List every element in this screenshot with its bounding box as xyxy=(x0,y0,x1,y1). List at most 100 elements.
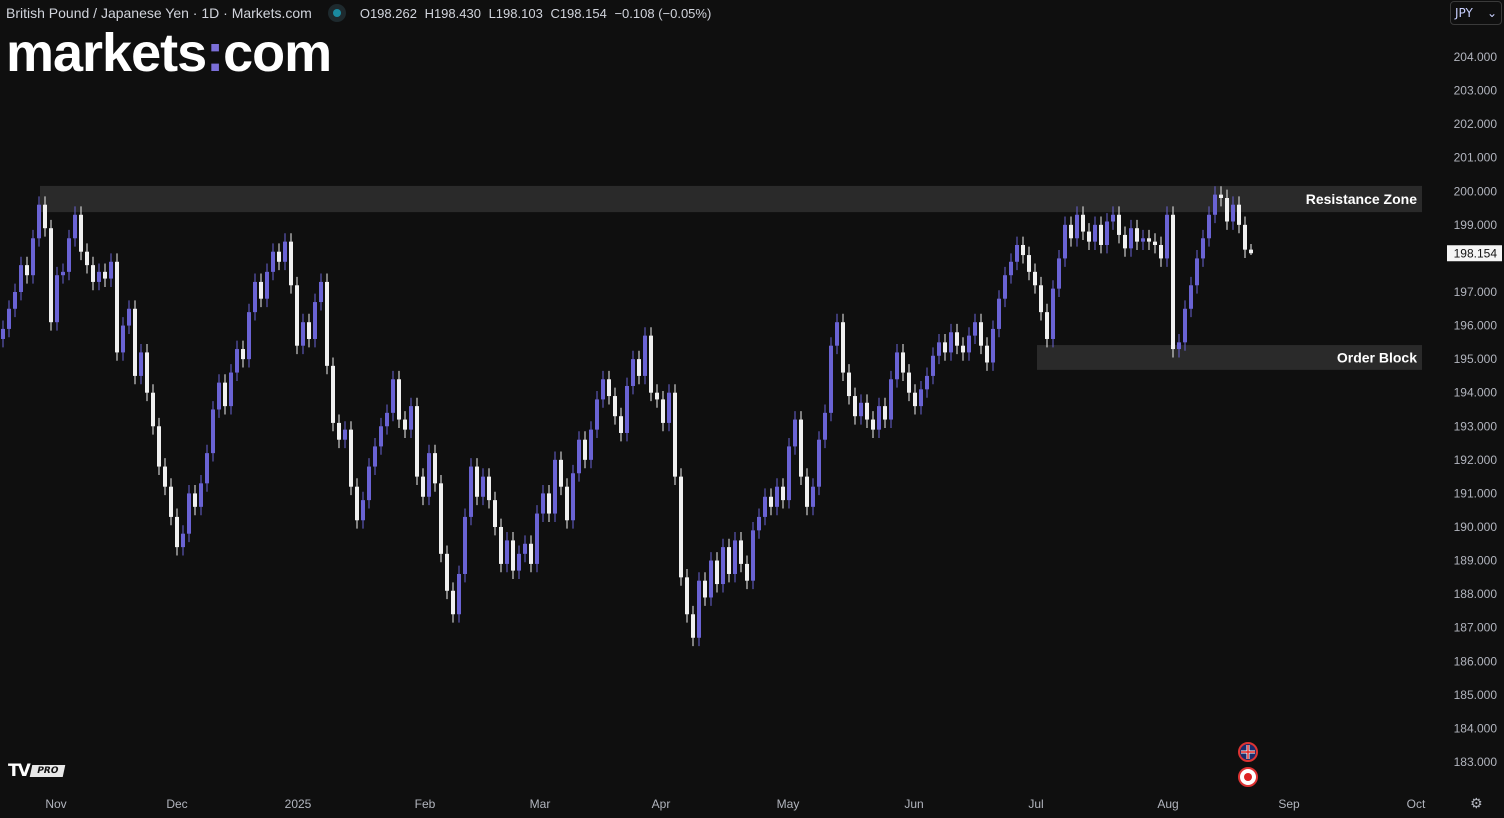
candle-body xyxy=(709,560,713,598)
candle-body xyxy=(877,406,881,430)
candle-body xyxy=(679,476,683,578)
candle-body xyxy=(223,382,227,407)
candle-body xyxy=(265,271,269,299)
candle-body xyxy=(547,493,551,514)
candle-body xyxy=(661,399,665,423)
change-value: −0.108 (−0.05%) xyxy=(614,5,712,21)
candle-body xyxy=(1027,255,1031,272)
price-tick-label: 195.000 xyxy=(1454,352,1498,366)
time-tick-label: Apr xyxy=(652,797,671,811)
candle-body xyxy=(733,540,737,574)
candle-body xyxy=(565,486,569,521)
candle-body xyxy=(685,577,689,615)
candle-body xyxy=(523,543,527,554)
candle-body xyxy=(889,379,893,420)
candle-body xyxy=(961,345,965,353)
candle-body xyxy=(931,355,935,376)
price-tick-label: 194.000 xyxy=(1454,386,1498,400)
price-tick-label: 187.000 xyxy=(1454,621,1498,635)
candle-body xyxy=(781,486,785,501)
settings-gear-icon[interactable]: ⚙ xyxy=(1470,796,1483,812)
candle-body xyxy=(817,439,821,487)
candle-body xyxy=(67,238,71,272)
candle-body xyxy=(739,540,743,564)
candle-body xyxy=(775,486,779,507)
candle-body xyxy=(1021,244,1025,256)
currency-selector[interactable]: JPY ⌄ xyxy=(1450,1,1502,25)
candle-body xyxy=(25,265,29,276)
candle-body xyxy=(1051,288,1055,339)
price-tick-label: 185.000 xyxy=(1454,688,1498,702)
candle-body xyxy=(199,483,203,507)
price-tick-label: 183.000 xyxy=(1454,755,1498,769)
candle-body xyxy=(103,271,107,279)
candle-body xyxy=(433,453,437,484)
candle-body xyxy=(871,419,875,430)
candle-body xyxy=(853,396,857,417)
candle-body xyxy=(487,476,491,501)
candle-body xyxy=(1243,224,1247,250)
candle-body xyxy=(997,298,1001,329)
currency-value: JPY xyxy=(1455,6,1473,20)
candle-body xyxy=(1039,285,1043,313)
candle-body xyxy=(637,359,641,376)
candle-body xyxy=(385,412,389,427)
candle-body xyxy=(799,419,803,477)
candle-body xyxy=(541,493,545,514)
candle-body xyxy=(769,496,773,507)
candle-body xyxy=(1123,234,1127,249)
candle-body xyxy=(1117,214,1121,235)
candle-body xyxy=(511,540,515,571)
candle-body xyxy=(139,352,143,376)
candle-body xyxy=(757,516,761,531)
chevron-down-icon: ⌄ xyxy=(1486,6,1497,20)
candle-body xyxy=(1009,261,1013,276)
price-tick-label: 202.000 xyxy=(1454,117,1498,131)
candle-body xyxy=(1237,204,1241,225)
candle-body xyxy=(1225,197,1229,222)
price-tick-label: 191.000 xyxy=(1454,486,1498,500)
candle-body xyxy=(673,392,677,477)
candle-body xyxy=(373,446,377,467)
candle-body xyxy=(367,466,371,501)
candle-body xyxy=(445,553,449,591)
candle-body xyxy=(1195,258,1199,286)
candle-body xyxy=(697,580,701,638)
candle-body xyxy=(31,238,35,276)
candle-body xyxy=(1111,214,1115,222)
candle-body xyxy=(1231,204,1235,222)
candle-body xyxy=(13,291,17,309)
tradingview-pro-logo[interactable]: TV PRO xyxy=(8,761,66,781)
price-tick-label: 193.000 xyxy=(1454,419,1498,433)
markets-com-logo: markets:com xyxy=(6,23,332,83)
candle-body xyxy=(847,372,851,397)
candle-body xyxy=(319,281,323,303)
candle-body xyxy=(85,251,89,266)
candle-body xyxy=(727,547,731,574)
candle-body xyxy=(499,526,503,564)
candle-body xyxy=(247,312,251,360)
time-tick-label: Sep xyxy=(1278,797,1300,811)
candle-body xyxy=(169,486,173,517)
candle-body xyxy=(121,325,125,353)
candle-body xyxy=(505,540,509,564)
candle-body xyxy=(463,516,467,574)
candle-body xyxy=(1033,271,1037,286)
pro-badge: PRO xyxy=(29,765,66,777)
candle-body xyxy=(391,379,395,413)
candle-body xyxy=(283,241,287,262)
candle-body xyxy=(559,459,563,487)
candle-body xyxy=(157,426,161,467)
candle-body xyxy=(427,453,431,497)
price-tick-label: 184.000 xyxy=(1454,721,1498,735)
time-tick-label: 2025 xyxy=(285,797,312,811)
candle-body xyxy=(1189,285,1193,309)
candle-body xyxy=(1003,275,1007,299)
candle-body xyxy=(307,322,311,339)
candle-body xyxy=(175,516,179,548)
candle-body xyxy=(421,476,425,497)
candle-body xyxy=(1165,214,1169,259)
candle-body xyxy=(301,322,305,346)
price-tick-label: 189.000 xyxy=(1454,554,1498,568)
